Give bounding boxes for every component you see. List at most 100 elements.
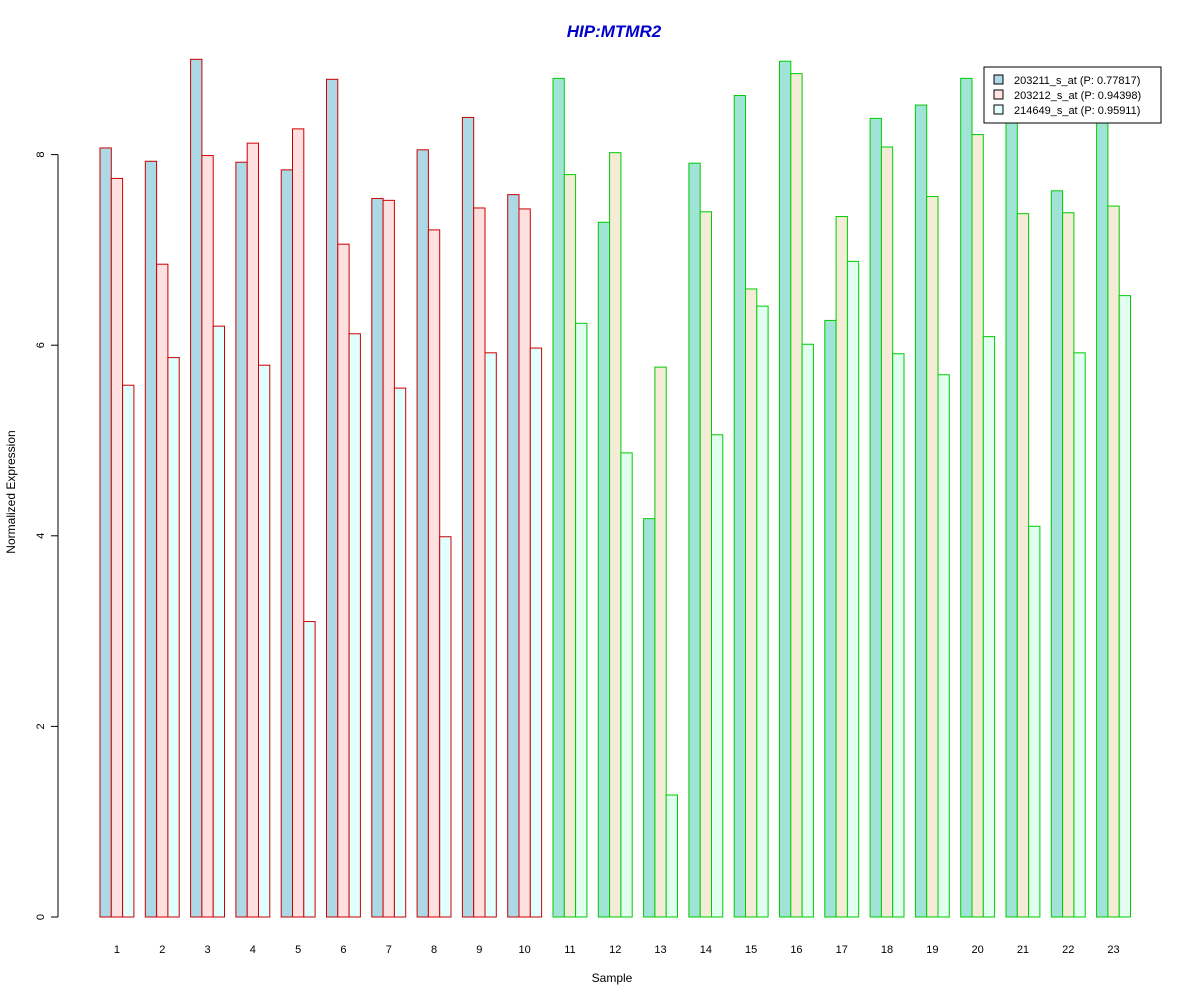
legend-label-3: 214649_s_at (P: 0.95911)	[1014, 105, 1140, 117]
bar-s3-sample-3	[212, 325, 225, 918]
legend-label-2: 203212_s_at (P: 0.94398)	[1014, 90, 1141, 102]
bar-s1-sample-23	[1096, 115, 1109, 918]
y-tick-label: 4	[35, 533, 47, 539]
y-tick-label: 6	[35, 342, 47, 348]
bar-s2-sample-16	[790, 73, 803, 918]
legend-label-1: 203211_s_at (P: 0.77817)	[1014, 75, 1140, 87]
bar-s1-sample-10	[507, 194, 520, 918]
bar-s3-sample-5	[303, 621, 316, 918]
bar-s2-sample-4	[246, 142, 259, 918]
bar-s1-sample-1	[99, 147, 112, 918]
chart-title: HIP:MTMR2	[567, 22, 662, 41]
bar-s2-sample-15	[745, 288, 758, 918]
bar-s3-sample-7	[393, 387, 407, 918]
bar-s2-sample-19	[926, 196, 939, 918]
legend-swatch-2	[993, 89, 1004, 100]
y-tick-label: 0	[35, 914, 47, 920]
y-tick-label: 2	[35, 723, 47, 729]
bar-s3-sample-12	[620, 452, 633, 918]
x-tick-label: 9	[476, 944, 482, 956]
bar-s3-sample-19	[937, 374, 950, 918]
bar-s1-sample-17	[824, 319, 837, 918]
bar-s2-sample-2	[156, 263, 169, 918]
bar-s3-sample-17	[846, 260, 860, 918]
bars	[99, 58, 1131, 918]
bar-s1-sample-6	[326, 78, 339, 918]
bar-s1-sample-5	[280, 169, 294, 918]
x-tick-label: 13	[654, 944, 666, 956]
bar-s2-sample-12	[609, 152, 622, 918]
bar-s1-sample-19	[914, 104, 928, 918]
bar-s3-sample-2	[167, 357, 180, 918]
bar-s2-sample-17	[835, 216, 848, 918]
x-axis-label: Sample	[592, 971, 633, 985]
bar-s2-sample-6	[337, 243, 350, 918]
x-tick-label: 22	[1062, 944, 1074, 956]
bar-s2-sample-23	[1107, 205, 1120, 918]
bar-s1-sample-3	[190, 58, 203, 918]
x-tick-label: 20	[972, 944, 984, 956]
bar-s1-sample-12	[597, 221, 611, 918]
bar-s3-sample-6	[348, 333, 361, 918]
bar-s3-sample-16	[801, 343, 814, 918]
bar-s3-sample-15	[756, 305, 769, 918]
bar-s1-sample-2	[144, 160, 158, 918]
bar-s2-sample-1	[110, 177, 124, 918]
bar-s1-sample-22	[1050, 190, 1064, 918]
x-tick-label: 5	[295, 944, 301, 956]
legend-swatch-3	[993, 104, 1004, 115]
bar-s1-sample-16	[779, 60, 792, 918]
bar-s2-sample-14	[699, 211, 713, 918]
x-tick-label: 1	[114, 944, 120, 956]
bar-s1-sample-21	[1005, 115, 1018, 918]
bar-s2-sample-9	[473, 207, 486, 918]
x-tick-label: 3	[204, 944, 210, 956]
legend-box	[983, 66, 1162, 124]
y-tick-label: 8	[35, 152, 47, 158]
bar-s3-sample-23	[1118, 295, 1131, 918]
bar-s2-sample-10	[518, 208, 531, 918]
bar-s1-sample-8	[416, 149, 429, 918]
bar-s1-sample-15	[733, 95, 747, 918]
legend: 203211_s_at (P: 0.77817) 203212_s_at (P: …	[983, 66, 1162, 124]
bar-s2-sample-22	[1062, 212, 1075, 918]
bar-s2-sample-13	[654, 366, 667, 918]
bar-s2-sample-18	[880, 146, 894, 918]
x-tick-label: 18	[881, 944, 893, 956]
bar-s3-sample-20	[982, 336, 996, 918]
x-tick-label: 12	[609, 944, 621, 956]
bar-s2-sample-7	[382, 199, 395, 918]
x-tick-label: 15	[745, 944, 757, 956]
bar-s1-sample-20	[960, 77, 973, 918]
x-tick-label: 14	[700, 944, 712, 956]
bar-s3-sample-11	[575, 322, 588, 918]
bar-s3-sample-10	[529, 347, 543, 918]
x-tick-label: 2	[159, 944, 165, 956]
bar-s3-sample-13	[665, 794, 679, 918]
bar-s1-sample-7	[371, 197, 384, 918]
y-axis-label: Normalized Expression	[4, 430, 18, 553]
bar-s2-sample-8	[427, 229, 441, 918]
bar-s2-sample-21	[1016, 213, 1030, 918]
x-tick-label: 10	[519, 944, 531, 956]
bar-s2-sample-11	[563, 174, 577, 918]
bar-s3-sample-22	[1073, 352, 1086, 918]
x-tick-label: 4	[250, 944, 256, 956]
bar-s3-sample-21	[1028, 525, 1041, 918]
bar-s3-sample-8	[439, 536, 452, 918]
bar-s2-sample-20	[971, 134, 984, 918]
bar-s3-sample-14	[711, 434, 724, 918]
bar-s3-sample-18	[892, 353, 905, 918]
x-tick-label: 21	[1017, 944, 1029, 956]
bar-s1-sample-18	[869, 117, 882, 918]
bar-s2-sample-3	[201, 155, 214, 918]
bar-s1-sample-11	[552, 77, 565, 918]
x-tick-label: 8	[431, 944, 437, 956]
x-tick-label: 7	[386, 944, 392, 956]
bar-s1-sample-14	[688, 162, 701, 918]
x-tick-label: 6	[340, 944, 346, 956]
x-tick-label: 16	[790, 944, 802, 956]
bar-s3-sample-1	[122, 384, 135, 918]
bar-s1-sample-9	[461, 116, 475, 918]
